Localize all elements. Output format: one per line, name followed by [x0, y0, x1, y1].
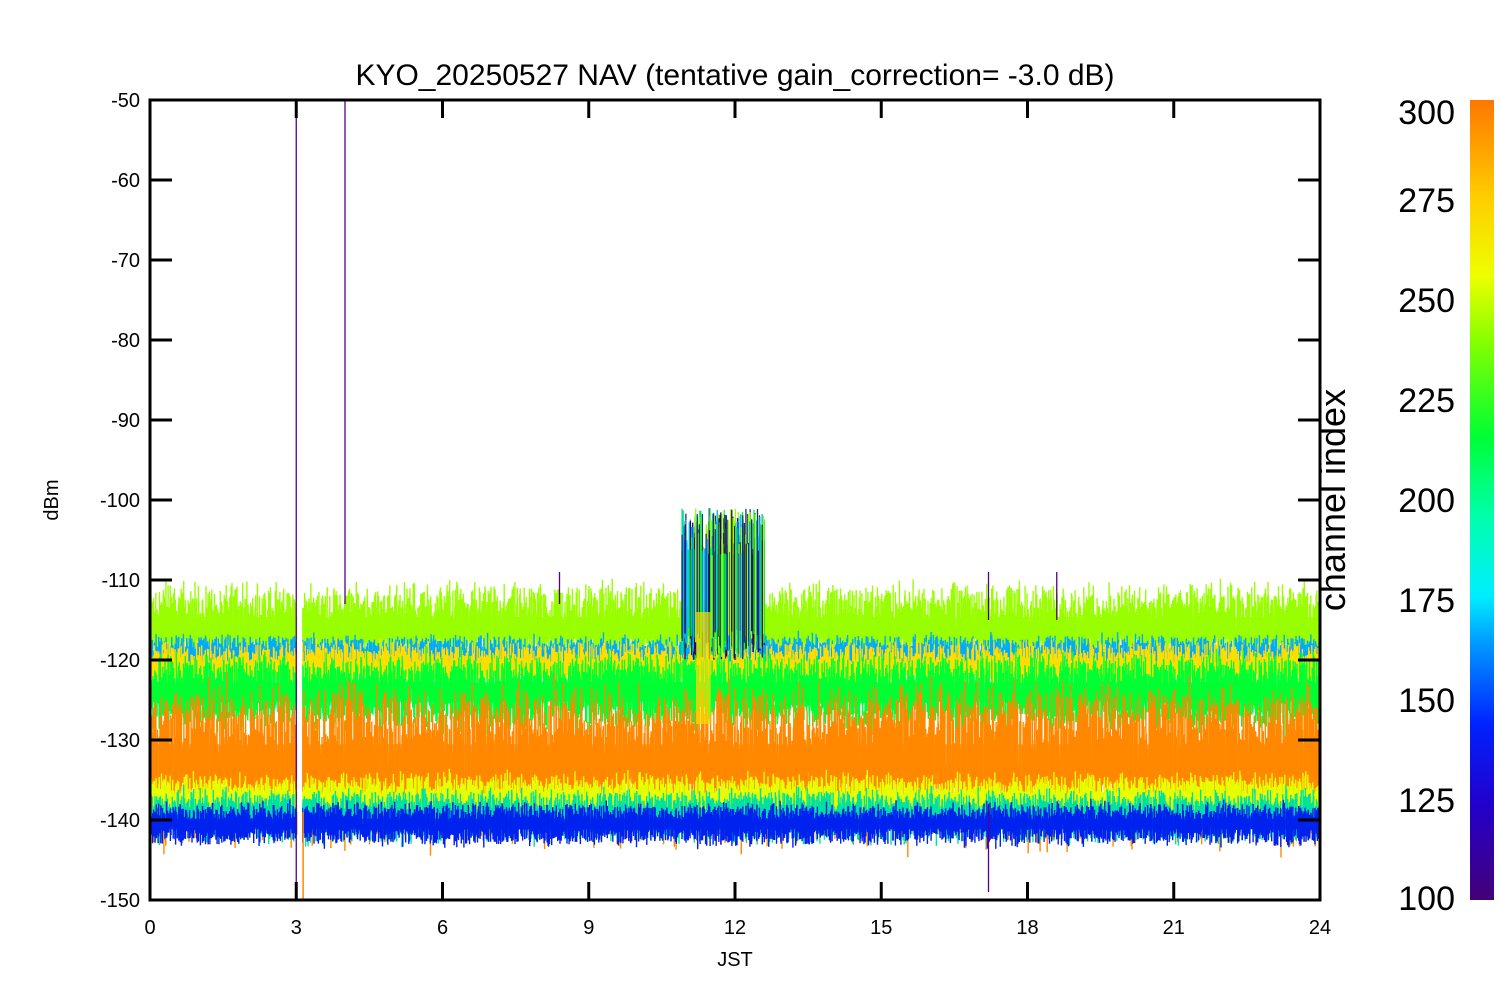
- colorbar-tick-label: 250: [1398, 282, 1455, 320]
- x-axis: 0 3 6 9 12 15 18 21 24: [144, 100, 1331, 939]
- y-tick-label: -70: [111, 250, 140, 272]
- band-core-140: [150, 818, 1320, 830]
- colorbar-tick-label: 100: [1398, 880, 1455, 918]
- colorbar-tick-label: 275: [1398, 182, 1455, 220]
- y-tick-label: -80: [111, 330, 140, 352]
- x-tick-label: 15: [870, 917, 892, 939]
- x-axis-label: JST: [717, 949, 753, 971]
- x-tick-label: 6: [437, 917, 448, 939]
- colorbar-tick-label: 175: [1398, 582, 1455, 620]
- y-tick-label: -50: [111, 90, 140, 112]
- y-tick-label: -110: [101, 570, 140, 592]
- band-core-295: [150, 744, 1320, 784]
- x-tick-label: 18: [1016, 917, 1038, 939]
- y-tick-label: -120: [100, 650, 140, 672]
- colorbar-tick-label: 300: [1398, 94, 1455, 132]
- colorbar-tick-label: 125: [1398, 782, 1455, 820]
- colorbar-tick-label: 150: [1398, 682, 1455, 720]
- x-tick-label: 24: [1309, 917, 1331, 939]
- colorbar-tick-label: 200: [1398, 482, 1455, 520]
- colorbar-tick-label: 225: [1398, 382, 1455, 420]
- x-tick-label: 21: [1163, 917, 1185, 939]
- y-axis: -50 -60 -70 -80 -90 -100 -110 -120 -130 -140 -150: [100, 90, 1320, 912]
- y-tick-label: -140: [100, 810, 140, 832]
- y-tick-label: -130: [100, 730, 140, 752]
- burst-series: [681, 508, 765, 724]
- chart-title: KYO_20250527 NAV (tentative gain_correct…: [355, 59, 1114, 92]
- y-tick-label: -90: [111, 410, 140, 432]
- y-axis-label: dBm: [41, 479, 63, 520]
- colorbar: [1470, 100, 1494, 900]
- colorbar-label: channel index: [1312, 389, 1353, 611]
- y-tick-label: -60: [111, 170, 140, 192]
- plot-area: [150, 100, 1320, 900]
- y-tick-label: -150: [100, 890, 140, 912]
- y-tick-label: -100: [100, 490, 140, 512]
- x-tick-label: 3: [291, 917, 302, 939]
- x-tick-label: 9: [583, 917, 594, 939]
- colorbar-ticks: 300 275 250 225 200 175 150 125 100: [1398, 94, 1455, 918]
- x-tick-label: 12: [724, 917, 746, 939]
- burst-core: [696, 612, 711, 724]
- x-tick-label: 0: [144, 917, 155, 939]
- data-gap: [297, 100, 303, 900]
